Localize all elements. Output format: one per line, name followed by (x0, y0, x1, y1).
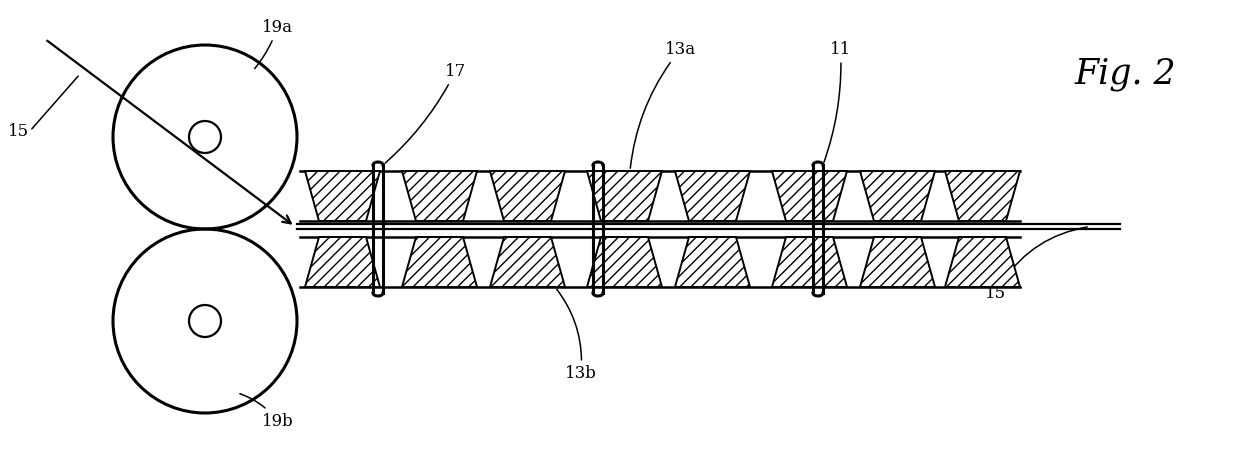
Polygon shape (675, 237, 750, 287)
Text: Fig. 2: Fig. 2 (1075, 57, 1177, 91)
Text: 19a: 19a (255, 18, 292, 69)
Text: 15: 15 (7, 123, 30, 140)
Text: 11: 11 (824, 40, 851, 162)
Text: 13b: 13b (556, 289, 597, 382)
Polygon shape (587, 237, 662, 287)
Polygon shape (489, 171, 565, 221)
Polygon shape (489, 237, 565, 287)
Polygon shape (772, 171, 847, 221)
Polygon shape (945, 237, 1020, 287)
Text: 13a: 13a (631, 40, 696, 168)
Polygon shape (305, 171, 380, 221)
Polygon shape (772, 237, 847, 287)
Polygon shape (305, 237, 380, 287)
Text: 15: 15 (985, 227, 1088, 302)
Polygon shape (860, 171, 935, 221)
Text: 11∼: 11∼ (510, 190, 545, 207)
Polygon shape (401, 237, 477, 287)
Polygon shape (860, 237, 935, 287)
Polygon shape (587, 171, 662, 221)
Text: ∼11: ∼11 (600, 251, 636, 268)
Polygon shape (675, 171, 750, 221)
Polygon shape (945, 171, 1020, 221)
Text: 17: 17 (385, 62, 466, 163)
Text: 19b: 19b (240, 394, 294, 430)
Polygon shape (401, 171, 477, 221)
